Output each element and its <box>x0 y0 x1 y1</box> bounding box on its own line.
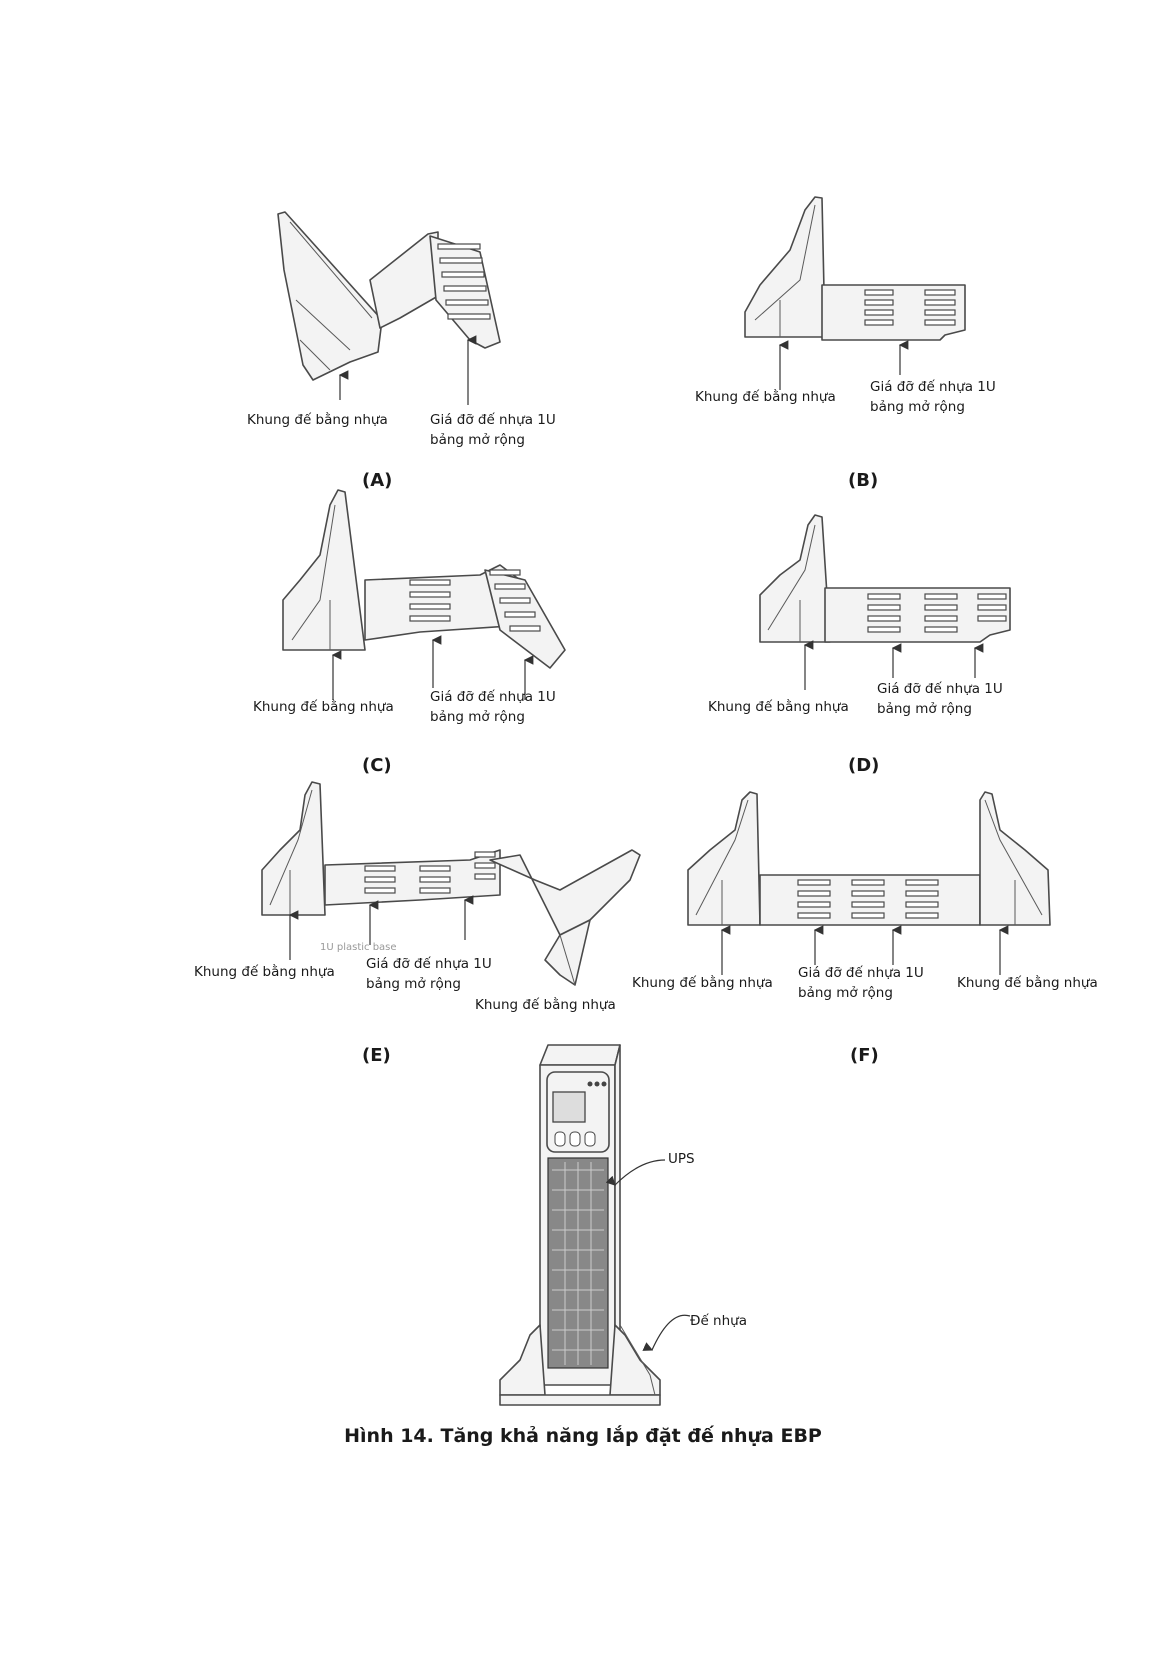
panel-e-frame-label-right: Khung đế bằng nhựa <box>475 997 616 1013</box>
panel-c-bracket-label-line2: bảng mở rộng <box>430 709 525 725</box>
panel-b-bracket-label-line2: bảng mở rộng <box>870 399 965 415</box>
panel-a-drawing <box>277 211 501 405</box>
panel-e-bracket-label-line1: Giá đỡ đế nhựa 1U <box>366 956 492 972</box>
panel-b-bracket-label-line1: Giá đỡ đế nhựa 1U <box>870 379 996 395</box>
panel-e-caption: (E) <box>362 1045 391 1066</box>
panel-a-bracket-label-line2: bảng mở rộng <box>430 432 525 448</box>
panel-e-leftover-text: 1U plastic base <box>320 942 397 953</box>
figure-title: Hình 14. Tăng khả năng lắp đặt đế nhựa E… <box>344 1425 822 1447</box>
ups-label: UPS <box>668 1151 695 1167</box>
panel-e-drawing <box>261 781 641 986</box>
panel-c-bracket-label-line1: Giá đỡ đế nhựa 1U <box>430 689 556 705</box>
panel-f-drawing <box>687 791 1051 975</box>
panel-f-caption: (F) <box>850 1045 879 1066</box>
panel-b-frame-label: Khung đế bằng nhựa <box>695 389 836 405</box>
panel-a-caption: (A) <box>362 470 393 491</box>
panel-b-drawing <box>744 196 966 390</box>
panel-d-frame-label: Khung đế bằng nhựa <box>708 699 849 715</box>
panel-f-frame-label-left: Khung đế bằng nhựa <box>632 975 773 991</box>
panel-c-drawing <box>282 489 566 700</box>
panel-d-drawing <box>759 514 1011 690</box>
ups-tower-drawing <box>499 1044 691 1406</box>
panel-d-bracket-label-line1: Giá đỡ đế nhựa 1U <box>877 681 1003 697</box>
panel-d-bracket-label-line2: bảng mở rộng <box>877 701 972 717</box>
panel-f-bracket-label-line2: bảng mở rộng <box>798 985 893 1001</box>
panel-e-frame-label-left: Khung đế bằng nhựa <box>194 964 335 980</box>
panel-f-frame-label-right: Khung đế bằng nhựa <box>957 975 1098 991</box>
panel-b-caption: (B) <box>848 470 879 491</box>
panel-d-caption: (D) <box>848 755 880 776</box>
panel-c-caption: (C) <box>362 755 392 776</box>
panel-a-bracket-label-line1: Giá đỡ đế nhựa 1U <box>430 412 556 428</box>
panel-e-bracket-label-line2: bảng mở rộng <box>366 976 461 992</box>
panel-f-bracket-label-line1: Giá đỡ đế nhựa 1U <box>798 965 924 981</box>
plastic-base-label: Đế nhựa <box>690 1313 747 1329</box>
panel-c-frame-label: Khung đế bằng nhựa <box>253 699 394 715</box>
panel-a-frame-label: Khung đế bằng nhựa <box>247 412 388 428</box>
